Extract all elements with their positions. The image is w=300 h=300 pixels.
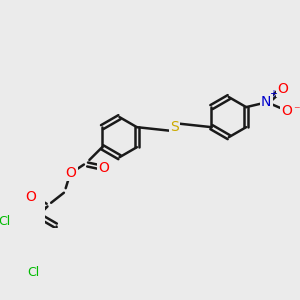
Text: S: S (170, 120, 178, 134)
Text: N: N (261, 94, 272, 109)
Text: +: + (269, 89, 278, 99)
Text: Cl: Cl (28, 266, 40, 278)
Text: O: O (66, 166, 76, 180)
Text: ⁻: ⁻ (293, 104, 300, 117)
Text: Cl: Cl (0, 215, 11, 228)
Text: O: O (277, 82, 288, 96)
Text: O: O (281, 104, 292, 118)
Text: O: O (98, 161, 110, 175)
Text: O: O (26, 190, 37, 204)
